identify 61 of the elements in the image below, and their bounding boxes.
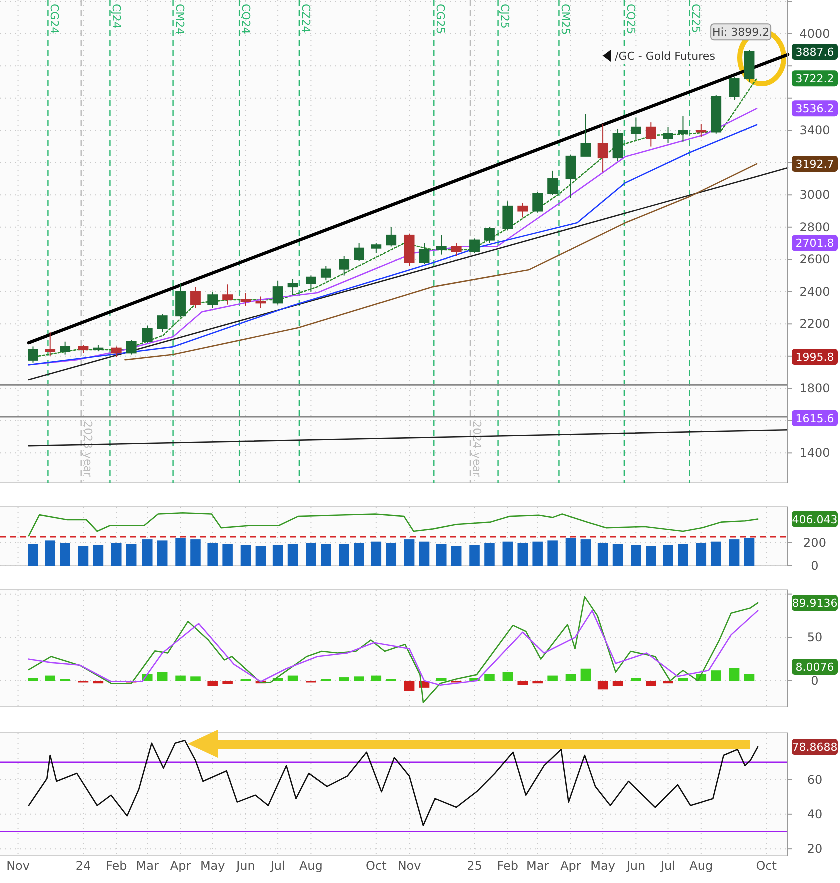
y-tick-label: 1400 [800,446,830,460]
ref-line-label: CJ25 [498,4,512,29]
y-tick-label: 3400 [800,124,830,138]
x-tick-label: Jul [660,859,676,873]
y-tick-label: 2400 [800,284,830,299]
text: 1615.6 [796,412,834,426]
ref-line-label: CQ24 [240,4,253,34]
ref-line-label: CM25 [559,4,572,36]
y-tick-label: 200 [804,536,826,550]
y-tick-label: 2800 [800,220,830,234]
ref-line-label: CZ25 [690,4,703,34]
x-tick-label: May [200,859,226,873]
y-tick-label: 20 [807,842,823,856]
x-tick-label: Mar [136,859,160,873]
ref-line-label: CZ24 [299,4,312,34]
x-tick-label: Jun [236,859,256,873]
x-tick-label: Feb [497,859,519,873]
y-tick-label: 60 [807,772,823,787]
text: 78.8688 [792,741,838,754]
x-tick-label: Mar [526,859,550,873]
x-tick-label: 25 [467,859,482,873]
text: 3722.2 [796,72,834,86]
text: 3192.7 [796,158,834,172]
x-tick-label: Aug [690,859,714,873]
ref-line-label: CM24 [173,4,186,36]
x-tick-label: Oct [366,859,388,873]
y-tick-label: 1800 [800,382,830,396]
x-tick-label: Jul [270,859,286,873]
x-tick-label: Apr [170,859,192,873]
y-tick-label: 2600 [800,252,830,267]
ref-line-label: CG25 [434,4,448,34]
text: 8.0076 [796,661,834,674]
ref-line-label: CJ24 [110,4,124,29]
y-tick-label: 50 [807,630,823,645]
x-tick-label: Nov [398,859,422,873]
text: 3536.2 [796,102,834,116]
ref-line-label: CG24 [48,4,62,34]
text: 1995.8 [796,351,834,364]
text: 3887.6 [796,46,834,59]
y-tick-label: 2200 [800,317,830,332]
x-tick-label: Jun [626,859,646,873]
ref-line-label: 2023 year [81,420,94,478]
text: 89.9136 [792,597,838,610]
y-tick-label: 0 [811,559,819,573]
x-tick-label: Apr [560,859,582,873]
x-tick-label: Aug [299,859,323,873]
y-tick-label: 0 [811,674,819,688]
annotation: /GC - Gold Futures [615,50,716,63]
y-tick-label: 4000 [800,26,830,41]
ref-line-label: CQ25 [624,4,638,34]
x-tick-label: Oct [756,859,778,873]
ref-line-label: 2024 year [470,420,484,478]
annotation: Hi: 3899.2 [712,26,770,40]
y-tick-label: 3000 [800,188,830,202]
x-tick-label: 24 [76,859,92,873]
x-tick-label: May [590,859,616,873]
x-tick-label: Nov [6,859,30,873]
y-tick-label: 40 [807,807,823,822]
x-tick-label: Feb [106,859,128,873]
text: 406.043 [792,513,838,526]
text: 2701.8 [796,237,834,250]
